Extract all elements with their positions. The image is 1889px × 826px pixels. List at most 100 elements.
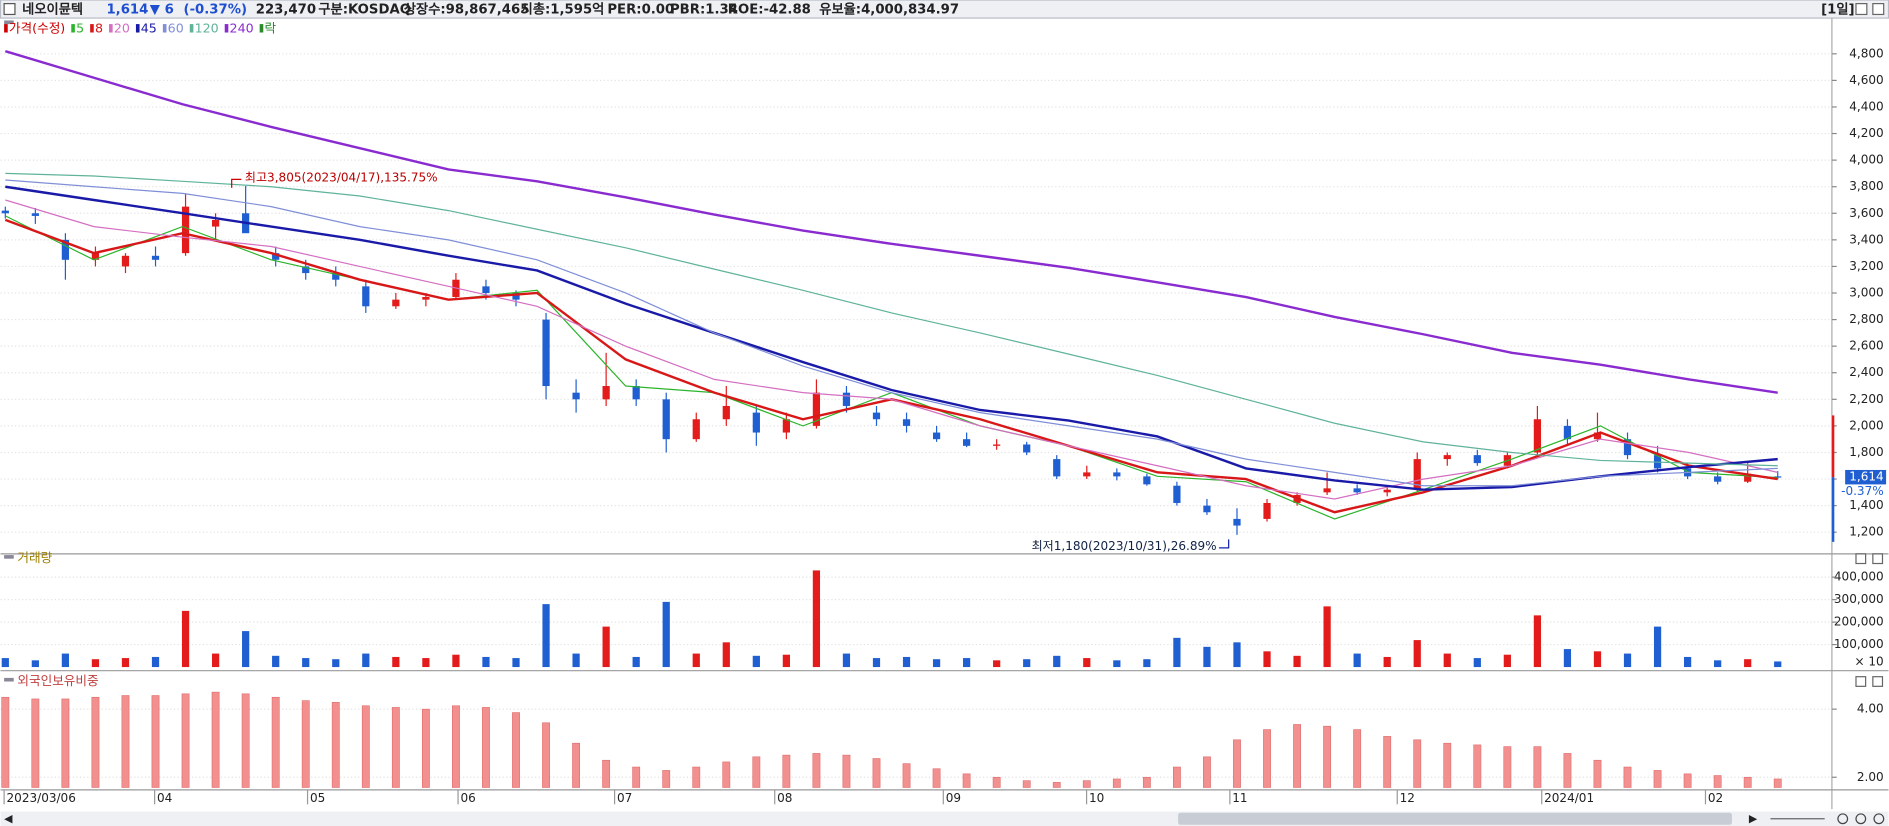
bar <box>1383 656 1391 668</box>
y-tick-label: 300,000 <box>1834 592 1884 606</box>
bar <box>722 761 731 788</box>
checkbox[interactable] <box>3 3 16 16</box>
annotation-arrow <box>1219 539 1230 549</box>
bar <box>1052 782 1061 788</box>
scroll-left[interactable]: ◀ <box>4 812 13 825</box>
bar <box>992 776 1001 788</box>
candle-body <box>932 432 941 440</box>
bar <box>993 660 1001 668</box>
bar <box>422 658 430 668</box>
moving-average <box>5 185 1778 491</box>
legend-label: 20 <box>114 20 130 35</box>
y-tick-label: 3,800 <box>1849 179 1883 193</box>
period-button[interactable]: [1일] <box>1821 2 1854 18</box>
bar <box>1683 656 1692 668</box>
zoom-in[interactable] <box>1837 813 1849 825</box>
bar <box>1323 725 1332 788</box>
bar <box>902 656 911 668</box>
panel-icon <box>4 20 14 25</box>
panel-icon <box>4 677 14 682</box>
scroll-right[interactable]: ▶ <box>1749 812 1758 825</box>
bar <box>932 659 941 668</box>
bar <box>1263 729 1271 788</box>
bar <box>542 722 550 788</box>
bar <box>1113 660 1121 668</box>
candle-body <box>1 210 9 214</box>
bar <box>662 770 671 788</box>
legend-label: 5 <box>76 20 84 35</box>
candle-body <box>1143 476 1151 485</box>
y-tick-label: 3,200 <box>1849 259 1883 273</box>
candle-body <box>1383 489 1391 493</box>
y-tick-label: 4,600 <box>1849 73 1883 87</box>
bar <box>1593 759 1602 788</box>
roe: ROE:-42.88 <box>728 3 811 18</box>
bar <box>782 654 790 668</box>
bar <box>542 604 550 668</box>
y-tick-label: 2,000 <box>1849 418 1883 432</box>
shares: 상장수:98,867,465 <box>404 1 530 18</box>
bar <box>181 693 190 788</box>
bar <box>1653 626 1662 668</box>
x-tick-label: 09 <box>946 791 961 805</box>
close-button[interactable] <box>1872 3 1885 16</box>
moving-average <box>5 199 1778 500</box>
bar <box>482 707 490 788</box>
bar <box>361 705 370 788</box>
y-tick-label: 2,800 <box>1849 312 1883 326</box>
bar <box>121 695 130 788</box>
bar <box>1323 606 1331 668</box>
x-tick-label: 07 <box>617 791 632 805</box>
y-tick-label: 1,400 <box>1849 498 1883 512</box>
bar <box>1053 655 1061 668</box>
bar <box>872 658 881 668</box>
bar <box>1683 773 1692 788</box>
bar <box>902 763 911 788</box>
candle-body <box>512 293 520 300</box>
panel-icon <box>4 555 14 559</box>
zoom-reset[interactable] <box>1873 813 1885 825</box>
y-tick-label: 2,600 <box>1849 339 1883 353</box>
candle-body <box>1714 476 1722 482</box>
candle-body <box>392 299 400 307</box>
candle-body <box>632 386 640 400</box>
bar <box>332 659 340 668</box>
bar <box>391 707 400 788</box>
bar <box>61 698 70 788</box>
legend-swatch <box>4 24 8 33</box>
bar <box>1473 658 1481 668</box>
y-tick-label: 1,800 <box>1849 445 1883 459</box>
moving-average <box>5 179 1778 487</box>
legend-swatch <box>224 24 229 33</box>
panel-title: 외국인보유비중 <box>17 673 98 688</box>
candle-body <box>1413 459 1421 490</box>
bar <box>1413 640 1421 668</box>
panel-button <box>1872 553 1884 565</box>
panel-button <box>1872 676 1884 687</box>
y-tick-label: 2,200 <box>1849 392 1883 406</box>
legend-label: 8 <box>95 20 103 35</box>
bar <box>1083 658 1091 668</box>
bar <box>1172 766 1181 788</box>
zoom-out[interactable] <box>1855 813 1867 825</box>
legend-swatch <box>135 24 140 33</box>
bar <box>1233 642 1241 668</box>
bar <box>1263 651 1271 668</box>
bar <box>572 742 581 788</box>
candle-body <box>181 206 190 254</box>
scroll-thumb[interactable] <box>1178 812 1732 825</box>
y-tick-label: 4,200 <box>1849 126 1883 140</box>
bar <box>752 655 760 668</box>
unit-label: × 10 <box>1854 655 1883 669</box>
candle-body <box>963 439 971 446</box>
legend-label: 락 <box>264 20 276 35</box>
legend: 가격(수정) 5 8 20 45 60 120 240 락 <box>4 20 276 35</box>
legend-swatch <box>109 24 113 33</box>
bar <box>392 656 400 668</box>
bar <box>452 654 460 668</box>
candle-body <box>1593 432 1602 440</box>
maximize-button[interactable] <box>1855 3 1868 16</box>
legend-label: 45 <box>141 20 157 35</box>
panel-button <box>1855 553 1867 565</box>
